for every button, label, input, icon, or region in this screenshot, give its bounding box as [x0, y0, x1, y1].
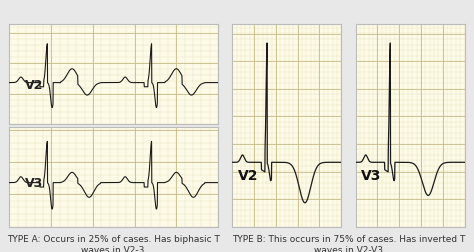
Text: V2: V2 [25, 79, 43, 92]
Text: TYPE B: This occurs in 75% of cases. Has inverted T
waves in V2-V3: TYPE B: This occurs in 75% of cases. Has… [232, 234, 465, 252]
Text: V3: V3 [25, 176, 43, 189]
Text: TYPE A: Occurs in 25% of cases. Has biphasic T
waves in V2-3.: TYPE A: Occurs in 25% of cases. Has biph… [7, 234, 220, 252]
Text: V3: V3 [361, 168, 382, 182]
Text: V2: V2 [238, 168, 259, 182]
